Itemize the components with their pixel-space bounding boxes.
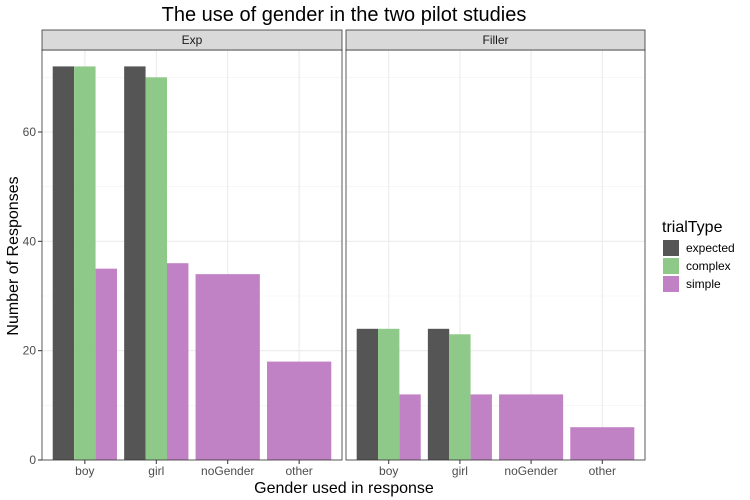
legend: trialType expected complex simple	[662, 219, 735, 292]
bar-filler-boy-simple	[399, 394, 421, 460]
x-tick-label: noGender	[201, 464, 254, 478]
y-axis-title: Number of Responses	[5, 176, 22, 335]
bar-exp-girl-expected	[124, 66, 146, 461]
y-tick-label: 60	[23, 125, 37, 139]
panel-filler: Filler boy girl noGender other	[345, 29, 646, 478]
x-tick-label: boy	[75, 464, 94, 478]
panel-exp: Exp boy girl noGender other	[41, 29, 343, 478]
legend-label-complex: complex	[686, 259, 731, 273]
legend-key-complex	[663, 258, 679, 274]
bar-filler-girl-simple	[470, 394, 492, 460]
y-tick-label: 40	[23, 234, 37, 248]
bar-exp-boy-complex	[74, 66, 96, 461]
x-tick-label: noGender	[504, 464, 557, 478]
panel-strip-label: Filler	[483, 33, 509, 47]
bar-exp-girl-simple	[167, 263, 189, 460]
y-tick-label: 20	[23, 344, 37, 358]
y-tick-label: 0	[29, 453, 36, 467]
panel-strip	[41, 29, 343, 51]
x-tick-label: other	[589, 464, 616, 478]
panel-strip-label: Exp	[182, 33, 203, 47]
x-tick-label: other	[285, 464, 312, 478]
x-axis-title: Gender used in response	[254, 480, 434, 497]
x-tick-label: girl	[148, 464, 164, 478]
bar-filler-girl-complex	[449, 334, 471, 460]
y-axis: 0 20 40 60	[23, 125, 42, 467]
bar-filler-girl-expected	[427, 328, 450, 460]
legend-label-simple: simple	[686, 277, 721, 291]
bar-filler-boy-expected	[356, 328, 379, 460]
chart-title: The use of gender in the two pilot studi…	[162, 4, 527, 26]
x-tick-label: boy	[379, 464, 398, 478]
bar-exp-other-simple	[267, 361, 332, 460]
bar-exp-nogender-simple	[195, 274, 260, 460]
bar-exp-boy-expected	[52, 66, 75, 461]
panels: Exp boy girl noGender other Filler boy girl noGe…	[41, 29, 646, 478]
bar-filler-boy-complex	[378, 328, 400, 460]
bar-filler-other-simple	[570, 427, 635, 460]
bar-filler-nogender-simple	[499, 394, 564, 460]
x-tick-label: girl	[452, 464, 468, 478]
legend-title: trialType	[662, 219, 723, 236]
legend-label-expected: expected	[686, 241, 735, 255]
bar-exp-girl-complex	[145, 77, 167, 460]
bar-exp-boy-simple	[95, 268, 117, 460]
legend-key-expected	[663, 240, 679, 256]
panel-strip	[345, 29, 646, 51]
legend-key-simple	[663, 276, 679, 292]
